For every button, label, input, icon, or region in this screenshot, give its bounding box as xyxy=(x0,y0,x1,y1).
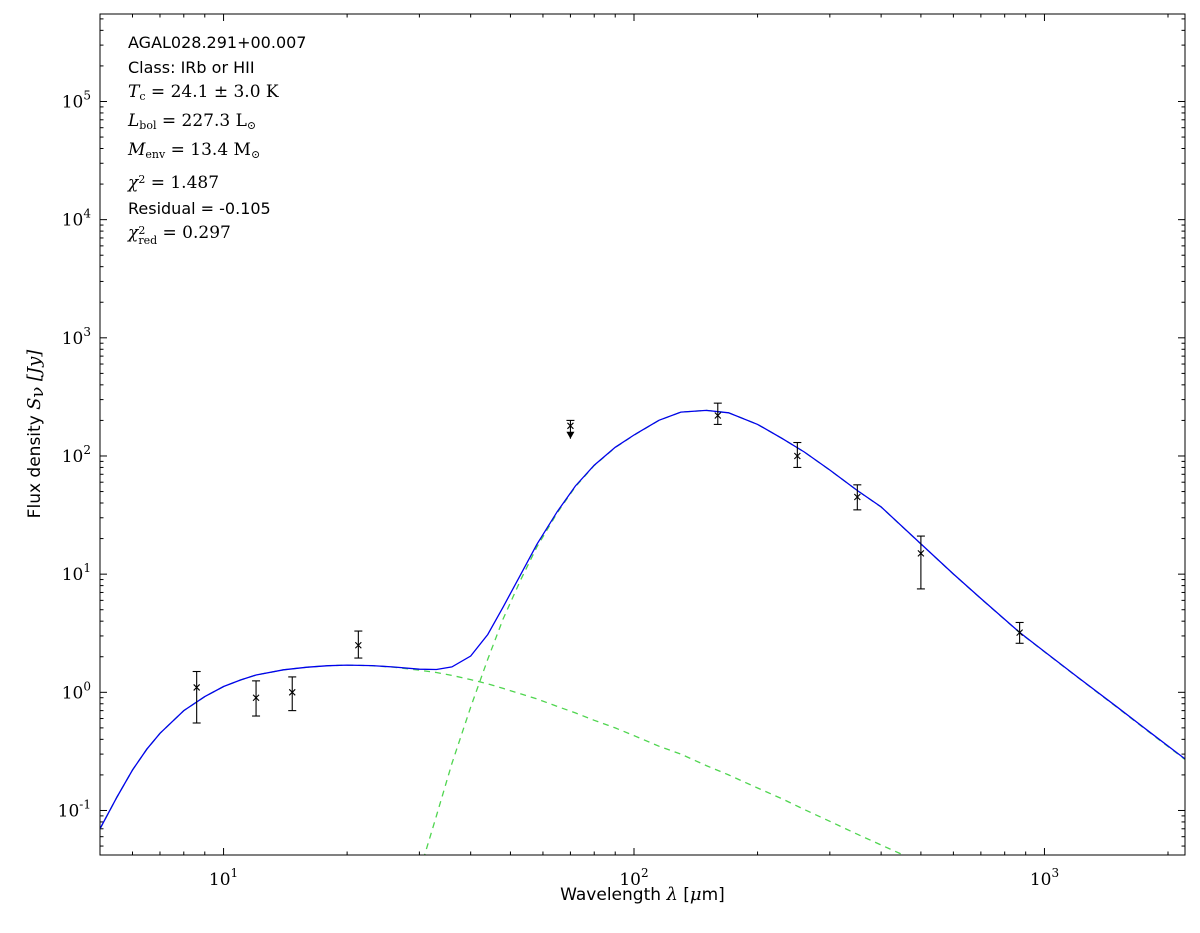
svg-text:10-1: 10-1 xyxy=(58,797,91,821)
menv-value: = 13.4 xyxy=(165,140,234,160)
menv-unit-sub: ⊙ xyxy=(250,148,261,161)
tc-value: = 24.1 ± 3.0 K xyxy=(145,82,279,102)
chi2-value: = 1.487 xyxy=(145,173,220,193)
mu-symbol: μ xyxy=(689,884,702,905)
svg-text:103: 103 xyxy=(1030,866,1059,890)
svg-text:102: 102 xyxy=(619,866,648,890)
svg-text:104: 104 xyxy=(62,207,92,231)
menv-sub: env xyxy=(145,148,166,161)
axis-ticks xyxy=(100,14,1185,855)
svg-text:101: 101 xyxy=(209,866,238,890)
reduced-chi-squared-line: χ 2 red = 0.297 xyxy=(128,221,306,246)
chi2red-supsub: 2 red xyxy=(138,224,158,247)
annotation-block: AGAL028.291+00.007 Class: IRb or HII Tc … xyxy=(128,30,306,246)
menv-var: M xyxy=(128,140,146,160)
data-points xyxy=(192,402,1024,724)
plot-frame xyxy=(99,13,1186,856)
svg-text:103: 103 xyxy=(62,325,91,349)
svg-text:100: 100 xyxy=(62,679,91,703)
x-unit-bracket-close: m] xyxy=(701,885,725,905)
flux-symbol: S xyxy=(24,397,45,410)
chi2-sup: 2 xyxy=(138,173,146,186)
lbol-value: = 227.3 xyxy=(156,111,236,131)
chi2red-sub: red xyxy=(138,234,158,247)
tc-sub: c xyxy=(139,90,146,103)
chi2red-value: = 0.297 xyxy=(157,223,231,243)
y-label-text: Flux density xyxy=(25,415,45,519)
lambda-symbol: λ xyxy=(666,884,678,905)
lbol-sub: bol xyxy=(139,119,157,132)
chi2red-sup: 2 xyxy=(138,224,146,237)
source-name: AGAL028.291+00.007 xyxy=(128,33,307,52)
envelope-mass-line: Menv = 13.4 M⊙ xyxy=(128,138,306,167)
x-label-text: Wavelength xyxy=(560,885,662,905)
chi2-var: χ xyxy=(128,173,139,193)
chi-squared-line: χ2 = 1.487 xyxy=(128,167,306,196)
x-axis-label: Wavelength λ [μm] xyxy=(100,884,1185,905)
svg-text:105: 105 xyxy=(62,88,91,112)
tick-labels: 101 102 103 10-1 100 101 102 103 104 105 xyxy=(58,88,1059,890)
bolometric-luminosity-line: Lbol = 227.3 L⊙ xyxy=(128,109,306,138)
tc-var: T xyxy=(128,82,140,102)
class-label: Class: IRb or HII xyxy=(128,58,255,77)
lbol-unit-sub: ⊙ xyxy=(246,119,257,132)
lbol-var: L xyxy=(128,111,140,131)
chi2red-var: χ xyxy=(128,223,139,243)
y-unit: [Jy] xyxy=(24,349,45,382)
lbol-unit: L xyxy=(235,111,247,131)
svg-text:102: 102 xyxy=(62,443,91,467)
y-axis-label: Flux density Sν [Jy] xyxy=(24,350,48,519)
dust-temperature-line: Tc = 24.1 ± 3.0 K xyxy=(128,80,306,109)
model-total-curve xyxy=(100,409,1185,830)
x-unit-bracket-open: [ xyxy=(683,885,690,905)
residual-line: Residual = -0.105 xyxy=(128,199,271,218)
nu-subscript: ν xyxy=(27,386,48,398)
svg-text:101: 101 xyxy=(62,561,91,585)
menv-unit: M xyxy=(233,140,251,160)
